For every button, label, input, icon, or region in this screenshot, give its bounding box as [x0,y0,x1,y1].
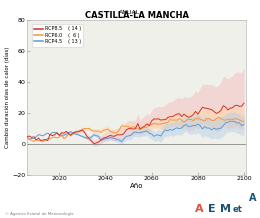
Text: et: et [233,205,243,214]
Text: © Agencia Estatal de Meteorología: © Agencia Estatal de Meteorología [5,212,74,216]
Text: E: E [208,204,216,214]
Y-axis label: Cambio duración olas de calor (días): Cambio duración olas de calor (días) [4,47,10,148]
Title: CASTILLA-LA MANCHA: CASTILLA-LA MANCHA [85,11,189,20]
X-axis label: Año: Año [130,183,143,189]
Text: A: A [249,193,256,203]
Text: A: A [195,204,204,214]
Text: M: M [220,204,231,214]
Text: ANUAL: ANUAL [119,10,141,15]
Legend: RCP8.5    ( 14 ), RCP6.0    (  6 ), RCP4.5    ( 13 ): RCP8.5 ( 14 ), RCP6.0 ( 6 ), RCP4.5 ( 13… [31,24,83,47]
